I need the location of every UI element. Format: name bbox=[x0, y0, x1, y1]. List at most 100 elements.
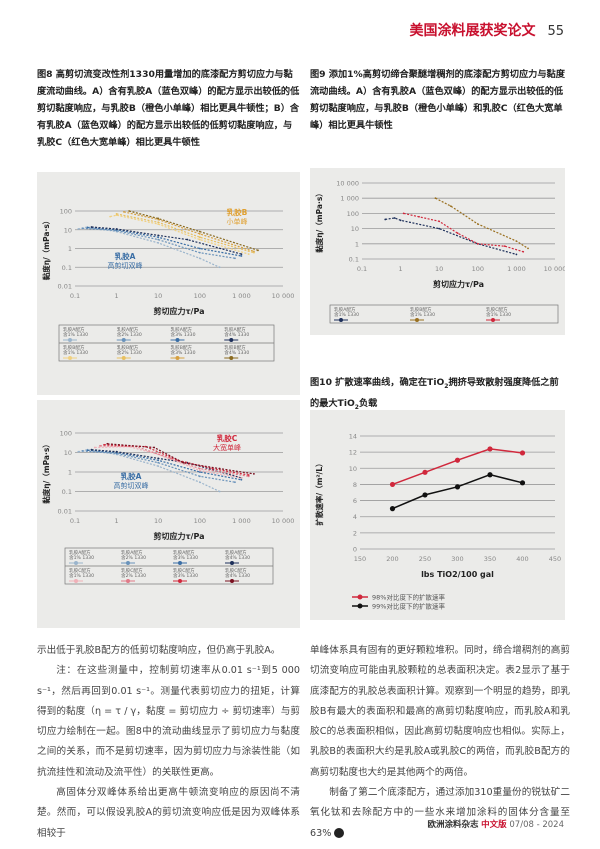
data-point bbox=[99, 444, 101, 447]
data-point bbox=[157, 221, 160, 224]
data-point bbox=[123, 210, 125, 213]
legend-swatch-marker bbox=[74, 561, 78, 565]
data-point bbox=[169, 457, 172, 460]
data-point bbox=[157, 236, 160, 239]
x-tick-label: 100 bbox=[472, 265, 484, 273]
x-tick-label: 0.1 bbox=[357, 265, 367, 273]
continue-arrow-icon: ▶ bbox=[334, 827, 359, 838]
legend-label: 含4% 1330 bbox=[225, 554, 250, 561]
y-tick-label: 0.01 bbox=[58, 508, 72, 516]
legend-label: 乳胶A配方 bbox=[121, 549, 143, 556]
legend-label: 乳胶C配方 bbox=[121, 567, 143, 574]
legend-label: 含1% 1330 bbox=[334, 311, 359, 318]
legend-swatch-marker bbox=[230, 579, 234, 583]
x-tick-label: 100 bbox=[194, 292, 206, 300]
data-point bbox=[198, 467, 201, 470]
data-point bbox=[449, 205, 452, 208]
data-point bbox=[115, 228, 118, 230]
y-tick-label: 0.1 bbox=[62, 488, 72, 496]
legend-label: 含4% 1330 bbox=[224, 331, 249, 338]
annotation-title: 乳胶A bbox=[115, 251, 136, 261]
data-point bbox=[218, 490, 221, 493]
y-tick-label: 10 bbox=[64, 449, 72, 457]
data-point bbox=[240, 253, 243, 256]
series-line bbox=[385, 217, 517, 255]
x-tick-label: 0.1 bbox=[70, 292, 80, 300]
data-point bbox=[434, 197, 437, 200]
data-point bbox=[234, 481, 236, 484]
data-point bbox=[198, 238, 201, 241]
data-point bbox=[247, 253, 250, 256]
page-number: 55 bbox=[547, 24, 564, 39]
fig8a-chart: 100 10 1 0.1 0.01 0.1 1 10 100 1 000 10 000 剪切应力τ/P… bbox=[37, 172, 300, 395]
y-tick-label: 6 bbox=[353, 497, 357, 505]
x-axis-label: 剪切应力τ/Pa bbox=[153, 306, 204, 316]
y-tick-label: 0.1 bbox=[349, 256, 359, 264]
data-point bbox=[234, 257, 236, 260]
legend-label: 含1% 1330 bbox=[63, 349, 88, 356]
legend-label: 98%对比度下的扩散速率 bbox=[372, 593, 445, 602]
legend-swatch-marker bbox=[74, 579, 78, 583]
data-point bbox=[456, 232, 459, 235]
data-point bbox=[198, 481, 201, 484]
data-point bbox=[90, 226, 93, 228]
data-point bbox=[93, 446, 96, 449]
data-point bbox=[389, 481, 396, 488]
legend-swatch-marker bbox=[175, 338, 180, 342]
series-line bbox=[87, 227, 242, 257]
x-tick-label: 1 000 bbox=[507, 265, 526, 273]
y-tick-label: 14 bbox=[349, 433, 357, 441]
data-point bbox=[103, 443, 105, 446]
legend-label: 乳胶A配方 bbox=[225, 549, 247, 556]
y-tick-label: 10 bbox=[64, 226, 72, 234]
data-point bbox=[186, 238, 189, 241]
data-point bbox=[86, 226, 89, 229]
x-tick-label: 1 bbox=[115, 292, 119, 300]
legend-label: 含4% 1330 bbox=[224, 349, 249, 356]
legend-swatch-marker bbox=[178, 561, 182, 565]
x-tick-label: 450 bbox=[549, 555, 561, 563]
data-point bbox=[253, 251, 255, 254]
legend-label: 含2% 1330 bbox=[117, 349, 142, 356]
y-tick-label: 1 bbox=[68, 245, 72, 253]
data-point bbox=[153, 446, 156, 449]
annotation-subtitle: 小单峰 bbox=[227, 217, 248, 226]
series-line bbox=[435, 197, 529, 249]
page-header: 美国涂料展获奖论文 55 bbox=[409, 20, 564, 40]
data-point bbox=[253, 250, 255, 253]
data-point bbox=[527, 247, 529, 250]
series-line bbox=[123, 211, 255, 252]
data-point bbox=[253, 472, 255, 475]
legend-label: 含1% 1330 bbox=[69, 572, 94, 579]
data-point bbox=[198, 471, 201, 473]
legend-label: 乳胶B配方 bbox=[63, 344, 85, 351]
x-tick-label: 350 bbox=[484, 555, 496, 563]
data-point bbox=[157, 457, 160, 460]
data-point bbox=[157, 238, 160, 241]
legend-swatch-marker bbox=[121, 338, 126, 342]
x-tick-label: 10 000 bbox=[544, 265, 565, 273]
data-point bbox=[109, 215, 112, 218]
data-point bbox=[198, 251, 201, 254]
section-title: 美国涂料展获奖论文 bbox=[409, 23, 536, 39]
data-point bbox=[106, 442, 109, 445]
series-line bbox=[392, 448, 523, 486]
y-tick-label: 100 bbox=[60, 208, 72, 216]
annotation-title: 乳胶C bbox=[217, 433, 238, 443]
data-point bbox=[454, 484, 461, 490]
legend-swatch-marker bbox=[491, 318, 495, 322]
y-tick-label: 1 bbox=[68, 469, 72, 477]
series-line bbox=[116, 213, 255, 254]
legend-label: 乳胶C配方 bbox=[486, 306, 508, 313]
data-point bbox=[418, 215, 420, 218]
legend-label: 乳胶B配方 bbox=[410, 306, 432, 313]
data-point bbox=[218, 266, 221, 269]
x-tick-label: 10 000 bbox=[272, 292, 295, 300]
x-tick-label: 10 bbox=[154, 517, 162, 525]
legend-label: 含1% 1330 bbox=[486, 311, 511, 318]
data-point bbox=[476, 223, 479, 225]
legend-label: 含1% 1330 bbox=[410, 311, 435, 318]
data-point bbox=[81, 450, 84, 452]
data-point bbox=[257, 249, 259, 252]
data-point bbox=[81, 227, 84, 230]
